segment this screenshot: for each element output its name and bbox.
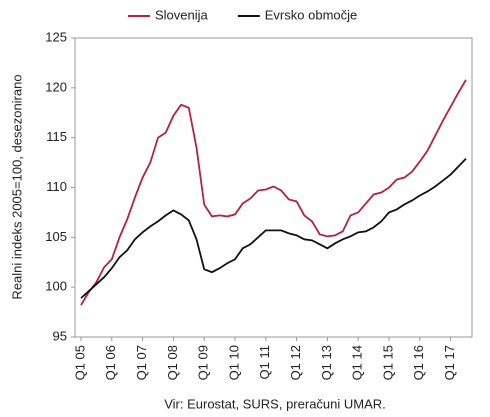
y-tick-label: 120 (45, 79, 67, 94)
y-tick-label: 95 (53, 328, 67, 343)
source-note: Vir: Eurostat, SURS, preračuni UMAR. (164, 396, 386, 411)
x-tick-label: Q1 12 (288, 345, 303, 380)
series-line (80, 79, 467, 306)
y-tick-label: 110 (46, 179, 67, 194)
x-tick-label: Q1 16 (411, 345, 426, 380)
legend-label: Evrsko območje (265, 7, 357, 22)
y-tick-label: 100 (45, 279, 67, 294)
y-tick-label: 115 (46, 129, 67, 144)
x-tick-label: Q1 06 (103, 345, 118, 380)
x-tick-label: Q1 11 (257, 345, 272, 379)
x-tick-label: Q1 09 (196, 345, 211, 380)
x-tick-label: Q1 17 (442, 345, 457, 380)
x-tick-label: Q1 15 (380, 345, 395, 380)
x-tick-label: Q1 14 (350, 345, 365, 380)
x-tick-label: Q1 13 (319, 345, 334, 380)
y-tick-label: 105 (45, 229, 67, 244)
x-tick-label: Q1 07 (134, 345, 149, 380)
x-tick-label: Q1 10 (226, 345, 241, 380)
y-axis-label: Realni indeks 2005=100, desezonirano (9, 74, 24, 299)
x-tick-label: Q1 05 (72, 345, 87, 380)
series-line (80, 157, 467, 299)
legend-label: Slovenija (155, 7, 209, 22)
x-tick-label: Q1 08 (165, 345, 180, 380)
y-tick-label: 125 (45, 29, 67, 44)
